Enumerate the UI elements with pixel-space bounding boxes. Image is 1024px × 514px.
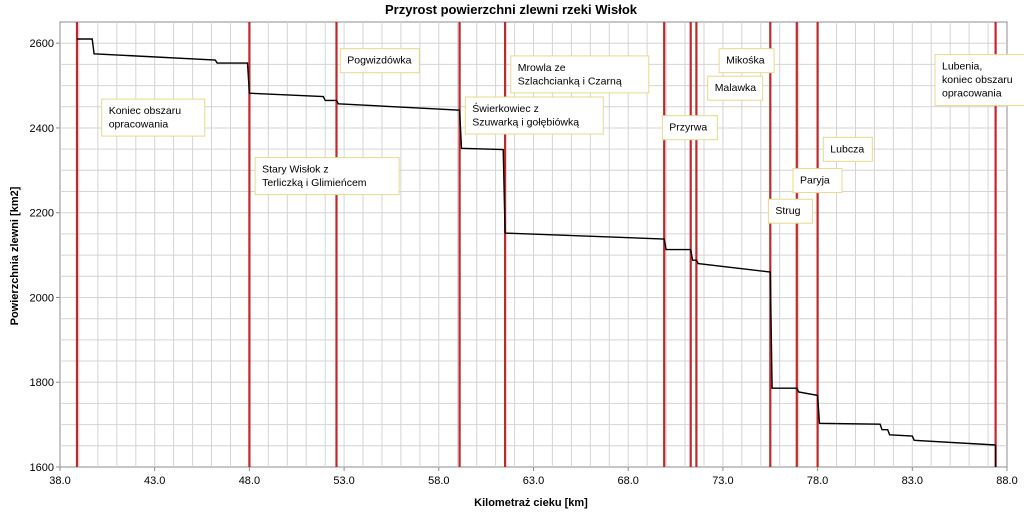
y-tick-label: 2400 [30,123,54,135]
annotation-label: Koniec obszaru opracowania [101,98,206,137]
annotation-text: Strug [775,205,800,217]
annotation-label: Pogwizdówka [339,48,420,74]
annotation-box [254,157,400,196]
chart-title: Przyrost powierzchni zlewni rzeki Wisłok [385,2,638,17]
x-tick-label: 73.0 [712,475,733,487]
annotation-label: Lubenia,koniec obszaru opracowania [934,54,1024,107]
annotation-text: Świerkowiec z [472,102,539,115]
grid [59,21,1008,468]
y-tick-label: 1600 [30,462,54,474]
annotation-text: Szuwarką i gołębiówką [472,117,579,129]
x-tick-label: 38.0 [49,475,70,487]
annotation-text: Przyrwa [669,122,707,134]
annotation-label: Malawka [707,75,764,101]
annotation-text: Lubenia, [942,61,982,73]
tributary-markers [75,22,997,467]
annotation-label: Przyrwa [661,115,718,141]
annotation-label: Paryja [792,168,843,194]
y-axis-title: Powierzchnia zlewni [km2] [9,186,21,325]
annotation-text: Pogwizdówka [347,55,411,67]
annotation-label: Mikośka [718,48,775,74]
annotation-text: opracowania [942,88,1002,100]
x-tick-label: 88.0 [996,475,1017,487]
annotation-text: Stary Wisłok z [262,164,329,176]
annotation-text: koniec obszaru [942,74,1013,86]
annotation-box [792,168,843,194]
annotation-box [464,96,604,135]
x-tick-label: 63.0 [523,475,544,487]
annotation-box [822,136,873,162]
y-tick-label: 2600 [30,38,54,50]
y-tick-label: 1800 [30,377,54,389]
x-axis-title: Kilometraż cieku [km] [474,497,588,509]
y-tick-label: 2200 [30,208,54,220]
annotation-text: Terliczką i Glimieńcem [262,177,367,189]
series-line [77,38,996,446]
annotation-box [101,98,206,137]
x-tick-label: 53.0 [333,475,354,487]
annotation-text: Koniec obszaru [109,105,182,117]
annotation-box [510,55,650,94]
y-tick-label: 2000 [30,292,54,304]
annotation-box [339,48,420,74]
annotation-text: opracowania [109,119,169,131]
annotation-text: Mrowla ze [518,62,566,74]
annotation-text: Paryja [800,175,830,187]
annotation-text: Lubczа [830,143,864,155]
annotation-box [718,48,775,74]
annotation-box [934,54,1024,107]
series [77,38,996,446]
annotation-box [661,115,718,141]
annotations: Koniec obszaru opracowania Pogwizdówka Star… [101,48,1024,224]
annotation-box [767,198,813,224]
annotation-text: Szlachcianką i Czarną [518,75,622,87]
annotation-label: Strug [767,198,813,224]
annotation-label: Lubczа [822,136,873,162]
annotation-label: Świerkowiec z Szuwarką i gołębiówką [464,96,604,135]
x-axis-ticks: 38.0 43.0 48.0 53.0 58.0 63.0 68.0 73.0 78.0 83.0… [49,467,1018,487]
x-tick-label: 58.0 [428,475,449,487]
y-axis-ticks: 1600 1800 2000 2200 2400 2600 [30,38,60,474]
x-tick-label: 43.0 [144,475,165,487]
annotation-box [707,75,764,101]
x-tick-label: 78.0 [807,475,828,487]
annotation-text: Mikośka [726,55,765,67]
x-tick-label: 83.0 [902,475,923,487]
x-tick-label: 68.0 [617,475,638,487]
x-tick-label: 48.0 [239,475,260,487]
annotation-text: Malawka [715,82,757,94]
